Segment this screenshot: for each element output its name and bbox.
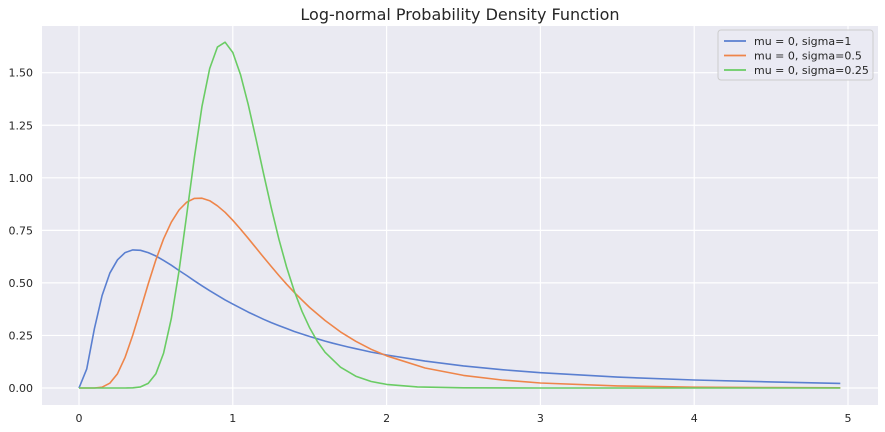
legend-label: mu = 0, sigma=0.5 [754, 50, 862, 63]
x-tick-label: 3 [537, 412, 544, 425]
series-line-2 [79, 41, 841, 389]
x-tick-label: 4 [691, 412, 698, 425]
x-tick-label: 1 [229, 412, 236, 425]
legend-box [717, 29, 874, 81]
gridlines [42, 26, 878, 405]
series-line-1 [79, 197, 841, 389]
x-tick-label: 5 [845, 412, 852, 425]
plot-area [42, 26, 878, 405]
x-tick-label: 2 [383, 412, 390, 425]
legend-label: mu = 0, sigma=1 [754, 35, 851, 48]
chart-title: Log-normal Probability Density Function [300, 5, 619, 24]
y-tick-label: 1.25 [9, 119, 34, 132]
x-tick-label: 0 [76, 412, 83, 425]
y-tick-label: 0.25 [9, 329, 34, 342]
y-tick-label: 0.75 [9, 224, 34, 237]
y-tick-label: 1.00 [9, 172, 34, 185]
legend-label: mu = 0, sigma=0.25 [754, 64, 869, 77]
y-tick-label: 1.50 [9, 67, 34, 80]
x-axis-ticks: 0 1 2 3 4 5 [76, 412, 852, 425]
series-lines [78, 41, 841, 389]
y-tick-label: 0.50 [9, 277, 34, 290]
y-tick-label: 0.00 [9, 382, 34, 395]
y-axis-ticks: 0.00 0.25 0.50 0.75 1.00 1.25 1.50 [9, 67, 34, 395]
legend: mu = 0, sigma=1 mu = 0, sigma=0.5mu = 0, … [717, 29, 874, 81]
